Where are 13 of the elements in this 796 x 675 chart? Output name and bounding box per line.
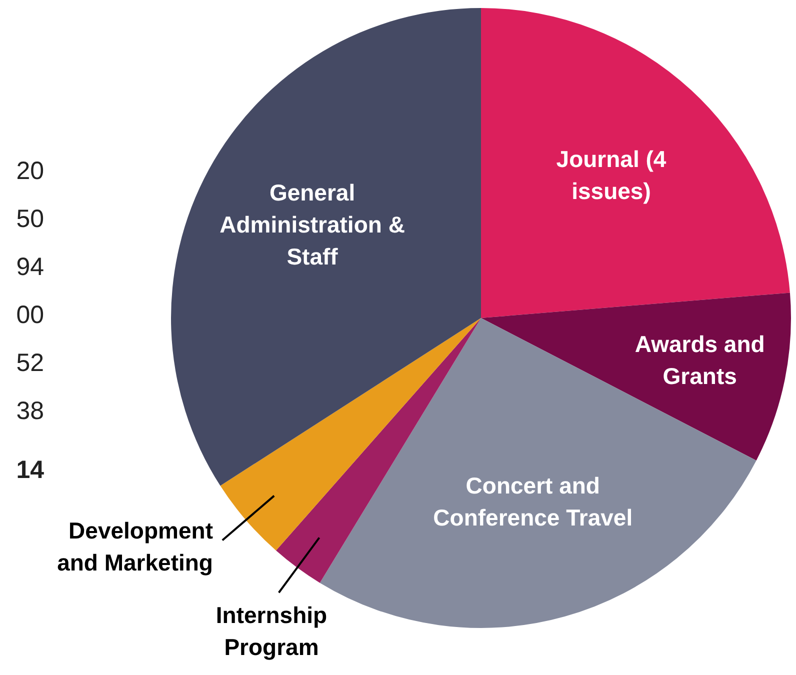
slice-label: Awards and Grants: [634, 331, 765, 390]
text: 20: [16, 156, 44, 185]
text: 38: [16, 396, 44, 425]
slice-label: Development and Marketing: [57, 518, 214, 576]
slice-label: Concert and Conference Travel: [433, 472, 633, 530]
text: 50: [16, 204, 44, 233]
slice-label: Journal (4 issues): [556, 146, 666, 204]
text: 94: [16, 252, 44, 281]
slice-label: General Administration & Staff: [220, 179, 405, 270]
text: 52: [16, 348, 44, 377]
text: 00: [16, 300, 44, 329]
slice-label: Internship Program: [216, 602, 328, 660]
text: 14: [16, 456, 44, 484]
